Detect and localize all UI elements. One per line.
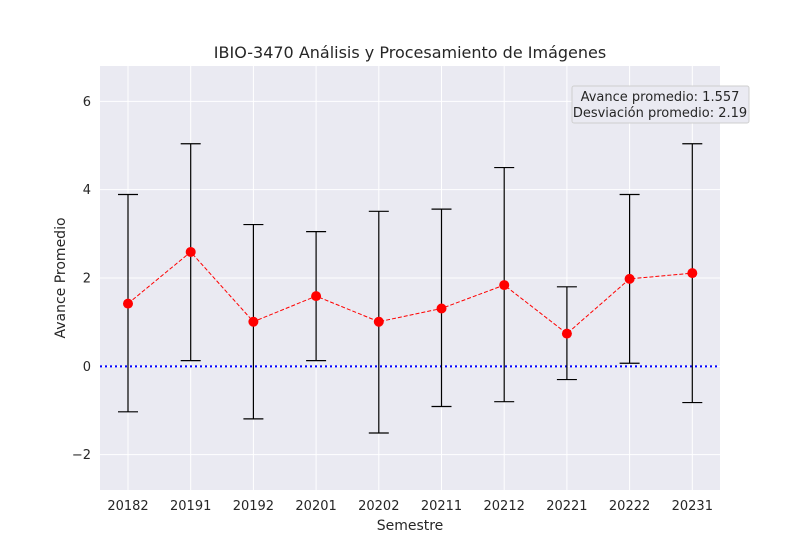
x-tick-labels: 20182 20191 20192 20201 20202 20211 20212 20221… [107,499,713,514]
y-tick-label: 2 [83,272,91,287]
x-axis-title: Semestre [377,518,444,534]
data-point [311,291,322,302]
annotation-box: Avance promedio: 1.557 Desviación promed… [571,85,750,124]
x-tick-label: 20191 [170,499,211,514]
annotation-line-1: Avance promedio: 1.557 [581,90,740,105]
data-point [248,316,259,327]
x-tick-label: 20192 [233,499,274,514]
y-tick-label: 6 [83,95,91,110]
data-point [373,316,384,327]
data-point [499,280,510,291]
y-tick-labels: −2 0 2 4 6 [72,95,91,463]
x-tick-label: 20222 [609,499,650,514]
x-tick-label: 20182 [107,499,148,514]
data-point [123,298,133,309]
y-tick-label: −2 [72,448,91,463]
annotation-line-2: Desviación promedio: 2.19 [573,106,747,121]
annotation-box-frame [571,85,750,124]
series-markers [123,246,698,339]
series-line [127,251,693,335]
y-axis-title: Avance Promedio [53,217,69,338]
error-bars [118,143,703,434]
data-point [687,268,698,279]
data-point [561,328,572,339]
x-tick-label: 20211 [421,499,462,514]
data-point [624,273,635,284]
data-point [436,303,447,314]
series-line-group [127,251,693,335]
y-tick-label: 0 [83,360,91,375]
y-tick-label: 4 [83,183,91,198]
x-tick-label: 20221 [546,499,587,514]
x-tick-label: 20212 [484,499,525,514]
data-point [185,246,196,257]
x-tick-label: 20202 [358,499,399,514]
chart-title: IBIO-3470 Análisis y Procesamiento de Im… [214,43,606,62]
x-tick-label: 20231 [672,499,713,514]
x-tick-label: 20201 [295,499,336,514]
